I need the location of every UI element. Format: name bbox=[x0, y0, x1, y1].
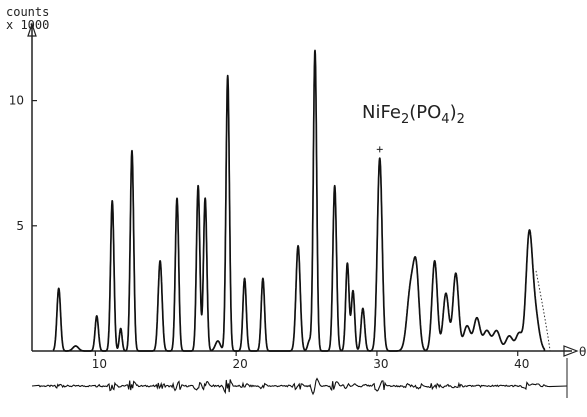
compound-annotation: NiFe2(PO4)2 bbox=[362, 102, 465, 127]
difference-curve-line bbox=[31, 377, 568, 396]
diffraction-pattern-line bbox=[52, 49, 546, 352]
y-axis-arrow bbox=[27, 22, 37, 37]
y-axis-label-line1: counts bbox=[6, 5, 50, 19]
peak-marker bbox=[376, 146, 383, 153]
x-axis-arrow bbox=[563, 345, 579, 357]
x-tick-label: 10 bbox=[92, 357, 107, 371]
x-tick-label: 30 bbox=[373, 357, 388, 371]
x-tick-label: 20 bbox=[233, 357, 248, 371]
y-axis-label-line2: x 1000 bbox=[6, 18, 50, 32]
y-tick-label: 5 bbox=[16, 219, 24, 233]
y-axis-label: counts x 1000 bbox=[6, 6, 49, 32]
pattern-tail-dotted bbox=[535, 270, 551, 352]
x-axis-label: θ bbox=[579, 345, 586, 359]
y-tick-label: 10 bbox=[9, 94, 24, 108]
x-tick-label: 40 bbox=[514, 357, 529, 371]
